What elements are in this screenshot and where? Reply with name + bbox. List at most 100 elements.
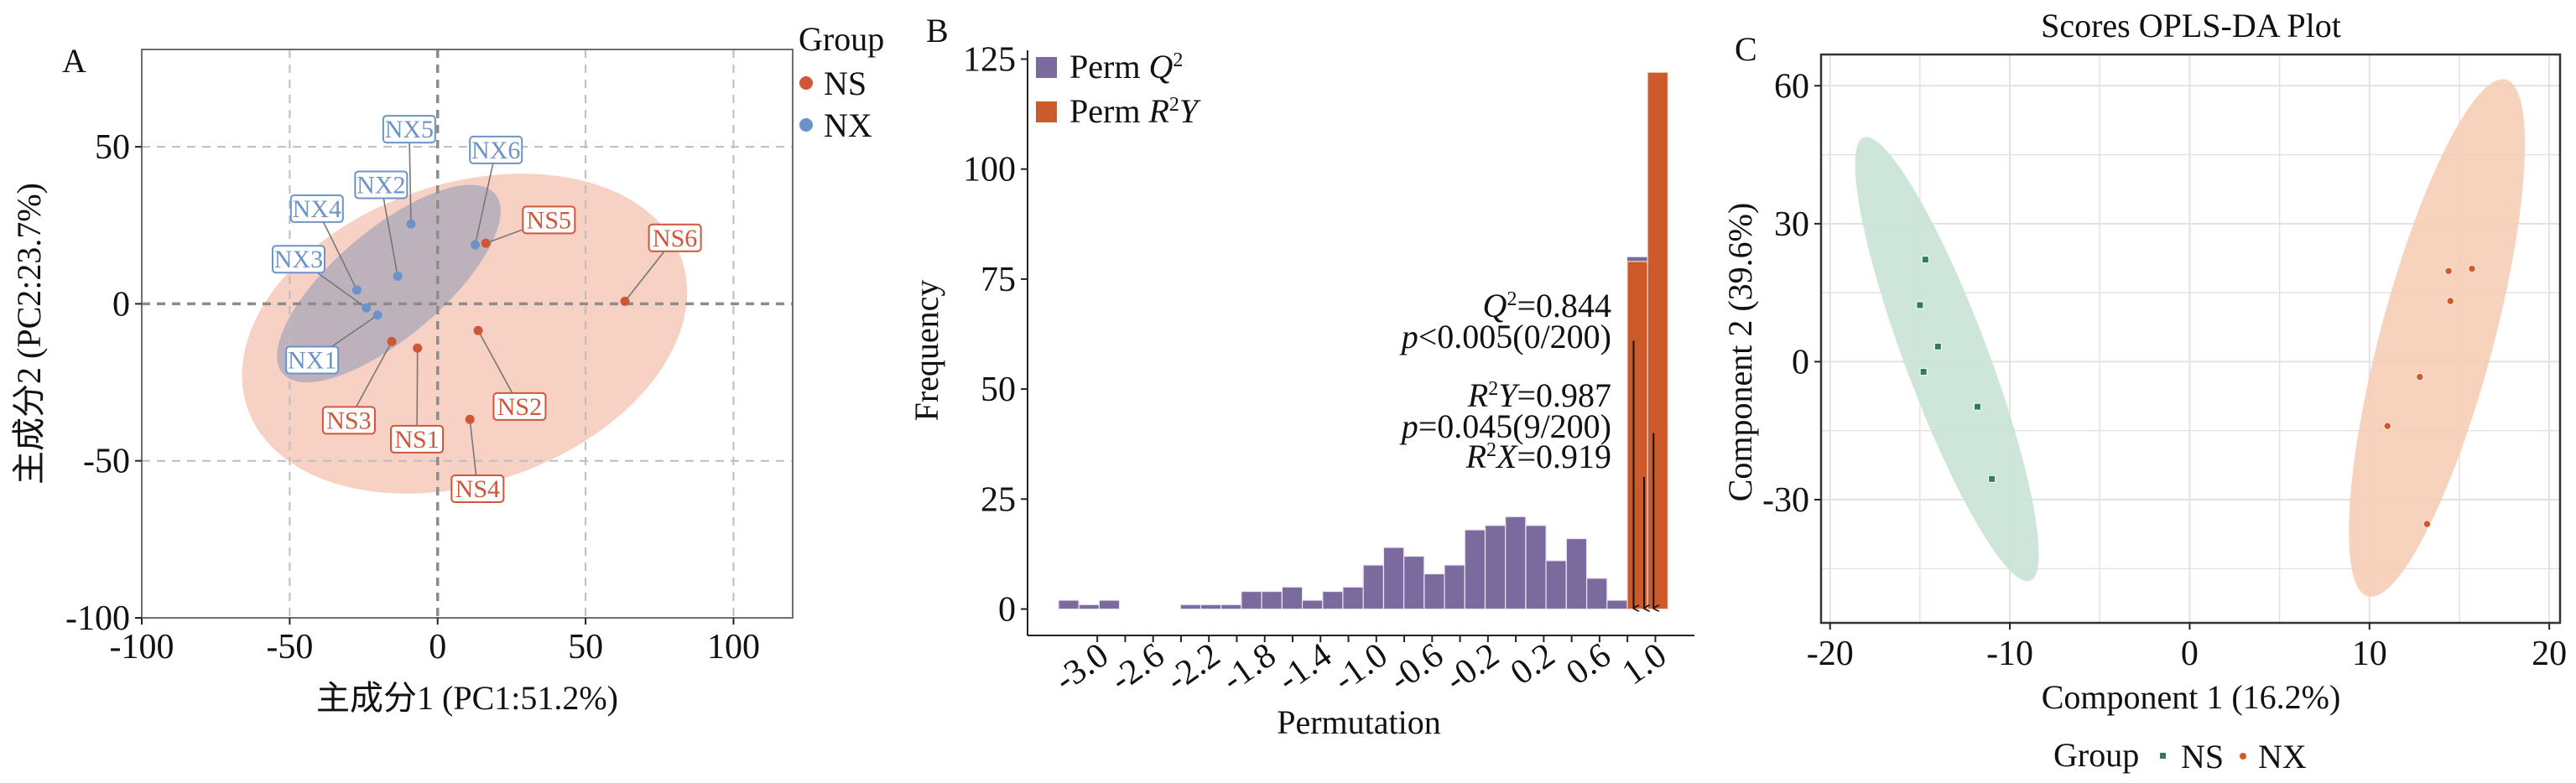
y-tick-label: -30 <box>1762 481 1809 520</box>
panel-letter-b: B <box>926 12 949 49</box>
bar-perm-q2 <box>1586 578 1608 610</box>
data-point-ns <box>1988 474 1996 483</box>
leader-line <box>474 149 497 246</box>
point-label-box: NX4 <box>289 194 344 223</box>
y-tick-label: 0 <box>1792 343 1809 381</box>
x-tick-label: 50 <box>568 628 603 666</box>
annotation-line: R2Y=0.987 <box>1467 376 1611 414</box>
bar-perm-q2 <box>1545 560 1567 610</box>
legend-title: Group <box>799 20 884 58</box>
statistic-arrows <box>1632 340 1653 608</box>
y-tick-label: 0 <box>112 285 130 324</box>
legend-swatch <box>1036 101 1057 122</box>
annotation-line: p=0.045(9/200) <box>1399 407 1611 445</box>
data-point-ns <box>1973 402 1981 411</box>
legend: Group NS NX <box>799 20 884 144</box>
data-point <box>351 285 362 295</box>
x-tick-label: -50 <box>266 628 313 666</box>
point-label: NS5 <box>527 206 571 234</box>
x-tick-label: 0 <box>2181 635 2199 673</box>
legend-label-symbol: R <box>1147 92 1168 130</box>
legend-label-nx: NX <box>2258 738 2307 775</box>
bar-perm-q2 <box>1444 564 1465 610</box>
data-point <box>393 271 403 281</box>
point-label: NX4 <box>293 195 341 223</box>
legend-marker-ns <box>2160 753 2166 759</box>
annotation-symbol-tail: Y <box>1498 376 1520 414</box>
leader-line <box>380 184 398 277</box>
data-point <box>413 343 423 353</box>
legend-title: Group <box>2053 736 2139 774</box>
point-label-box: NX2 <box>354 170 409 200</box>
legend-label: Perm R2Y <box>1069 92 1201 130</box>
bar-perm-q2 <box>1565 537 1588 610</box>
ellipse-ns <box>1855 137 2039 582</box>
panel-b-permutation-histogram: B 0255075100125-3.0-2.6-2.2-1.8-1.4-1.0-… <box>908 12 1694 741</box>
legend-label-tail: Y <box>1179 92 1201 130</box>
data-point-nx <box>2444 267 2453 275</box>
label-box <box>321 406 376 435</box>
y-tick-label: 30 <box>1774 205 1809 244</box>
bar-perm-q2 <box>1484 525 1507 610</box>
point-label-box: NS1 <box>390 424 445 454</box>
x-tick-label: -20 <box>1807 635 1854 673</box>
bar-perm-q2 <box>1525 525 1547 610</box>
point-label: NS2 <box>497 393 542 421</box>
point-label-box: NS5 <box>522 205 576 235</box>
annotation-superscript: 2 <box>1488 378 1498 400</box>
point-label-box: NX1 <box>285 345 340 375</box>
legend-label-superscript: 2 <box>1173 49 1183 71</box>
data-point <box>406 219 416 229</box>
point-label-box: NX5 <box>382 115 436 144</box>
label-box <box>271 245 325 274</box>
data-point <box>362 303 372 313</box>
legend: Group NS NX <box>2053 736 2307 775</box>
point-label: NS4 <box>455 475 500 503</box>
bar-perm-q2 <box>1342 586 1364 610</box>
point-label-box: NS6 <box>648 223 702 252</box>
data-point <box>481 238 491 248</box>
annotation-value: =0.919 <box>1517 438 1611 475</box>
data-points <box>351 219 630 424</box>
label-box <box>648 223 702 252</box>
data-point <box>387 336 397 346</box>
data-point-nx <box>2416 372 2424 381</box>
bar-perm-q2 <box>1241 590 1262 610</box>
annotation-line: Q2=0.844 <box>1483 287 1611 324</box>
y-tick-label: 125 <box>963 40 1016 79</box>
bar-perm-q2 <box>1261 590 1283 610</box>
point-label: NX1 <box>288 346 336 374</box>
data-point-nx <box>2468 265 2476 273</box>
bar-perm-r2y <box>1647 71 1668 610</box>
axes: -20 -10 0 10 20 -30 0 30 60 <box>1762 53 2567 673</box>
data-point-ns <box>1933 342 1942 350</box>
panel-letter-a: A <box>62 42 86 80</box>
bar-perm-q2 <box>1505 516 1527 610</box>
point-label: NS3 <box>326 407 371 434</box>
histogram-bars <box>1058 71 1668 610</box>
y-tick-label: -50 <box>83 443 130 481</box>
panel-a-pca-plot: A NS1 NS2 NS3 NS4 NS5 NS6 NX1 NX2 NX3 NX4 NX5 NX6 -… <box>10 20 884 717</box>
bar-perm-q2 <box>1098 599 1121 610</box>
annotation-value: =0.844 <box>1517 287 1611 324</box>
data-point <box>471 240 481 250</box>
data-point <box>372 310 382 320</box>
point-label: NX2 <box>356 171 405 199</box>
label-box <box>289 194 344 223</box>
x-axis-title: Permutation <box>1277 703 1441 741</box>
plot-frame <box>141 49 794 619</box>
bar-perm-q2-cap <box>1627 257 1648 262</box>
data-points <box>1916 256 2476 528</box>
x-tick-label: 20 <box>2532 635 2567 673</box>
annotation-symbol-tail: X <box>1495 438 1518 475</box>
annotation-superscript: 2 <box>1486 439 1496 461</box>
y-tick-label: 60 <box>1774 67 1809 106</box>
statistics-annotation: Q2=0.844p<0.005(0/200)R2Y=0.987p=0.045(9… <box>1399 287 1611 475</box>
panel-letter-c: C <box>1735 30 1757 68</box>
point-label: NX6 <box>471 137 520 164</box>
grid <box>142 49 793 618</box>
x-tick-label: 10 <box>2352 635 2387 673</box>
data-point <box>465 414 475 424</box>
label-box <box>450 474 505 504</box>
